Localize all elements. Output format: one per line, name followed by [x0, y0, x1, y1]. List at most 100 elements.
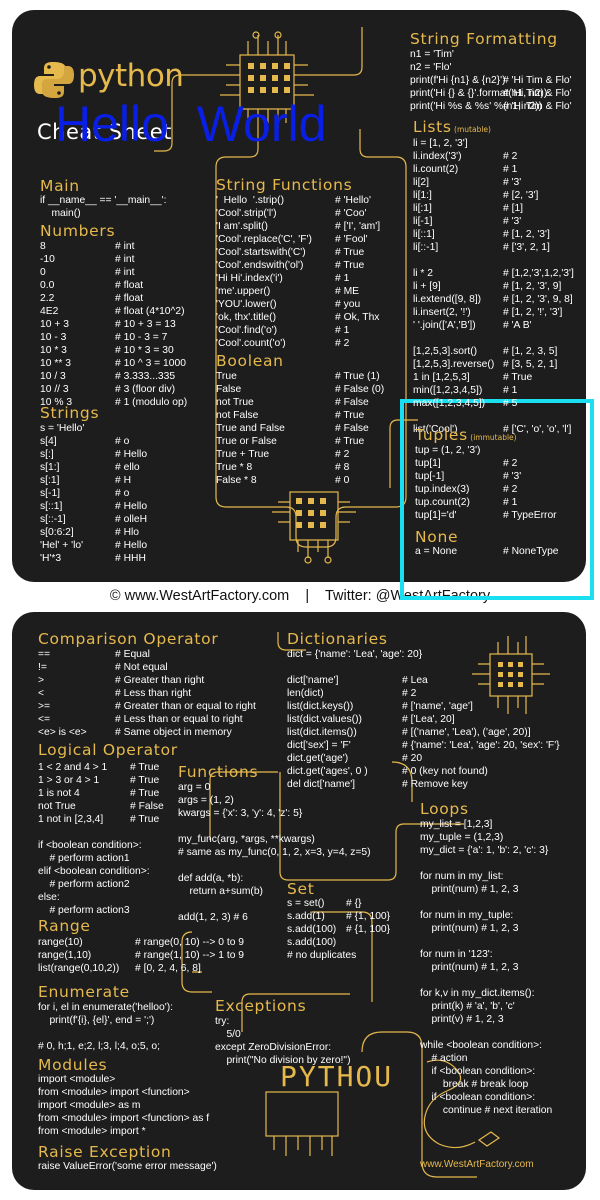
code-text: <= — [38, 714, 51, 725]
code-text: 'Cool'.startswith('C') — [216, 247, 306, 258]
boolean-title: Boolean — [216, 352, 284, 370]
code-text: 'ok, thx'.title() — [216, 312, 277, 323]
modules-heading: Modules — [38, 1056, 107, 1074]
code-text: if <boolean condition>: — [420, 1066, 536, 1077]
code-comment: # True — [335, 410, 365, 421]
code-comment: # False — [130, 801, 164, 812]
code-text: print(f'{i}, {el}', end = ';') — [38, 1015, 155, 1026]
tuples-note: (immutable) — [467, 433, 517, 442]
code-text: <e> is <e> — [38, 727, 87, 738]
code-text: s[:1] — [40, 475, 60, 486]
code-text: print(v) # 1, 2, 3 — [420, 1014, 504, 1025]
code-comment: # 'Hi Tim & Flo' — [503, 101, 572, 112]
code-text: max([1,2,3,4,5]) — [413, 398, 486, 409]
code-text: dict.get('age') — [287, 753, 349, 764]
code-text: s[:] — [40, 449, 54, 460]
code-comment: # 'Coo' — [335, 208, 367, 219]
comparison-operator-heading: Comparison Operator — [38, 630, 218, 648]
code-comment: # you — [335, 299, 361, 310]
code-text: if <boolean condition>: — [38, 840, 142, 851]
code-text: raise ValueError('some error message') — [38, 1161, 217, 1172]
code-text: # perform action3 — [38, 905, 130, 916]
code-comment: # TypeError — [503, 510, 557, 521]
code-text: True or False — [216, 436, 277, 447]
highlight-box — [400, 399, 594, 600]
code-text: list(dict.keys()) — [287, 701, 354, 712]
code-text: li.extend([9, 8]) — [413, 294, 482, 305]
loops-title: Loops — [420, 800, 469, 818]
pythou-logo: PYTHOU — [280, 1060, 394, 1093]
loops-heading: Loops — [420, 800, 469, 818]
code-text: li + [9] — [413, 281, 441, 292]
code-comment: # o — [115, 436, 130, 447]
code-text: li[1:] — [413, 190, 432, 201]
code-comment: # Equal — [115, 649, 150, 660]
code-text: s[-1] — [40, 488, 61, 499]
cheat-sheet-subtitle: Cheat Sheet — [37, 120, 172, 144]
code-comment: # '3' — [503, 177, 522, 188]
string-formatting-title: String Formatting — [410, 30, 558, 48]
code-text: from <module> import <function> as f — [38, 1113, 210, 1124]
code-text: 8 — [40, 241, 46, 252]
code-text: == — [38, 649, 51, 660]
code-comment: # Greater than right — [115, 675, 205, 686]
code-text: 'YOU'.lower() — [216, 299, 277, 310]
code-text: tup.count(2) — [415, 497, 470, 508]
code-comment: # H — [115, 475, 132, 486]
modules-title: Modules — [38, 1056, 108, 1074]
set-title: Set — [287, 880, 315, 898]
code-text: 0.0 — [40, 280, 55, 291]
code-text: # same as my_func(0, 1, 2, x=3, y=4, z=5… — [178, 847, 371, 858]
code-text: s[4] — [40, 436, 57, 447]
string-functions-heading: String Functions — [216, 176, 352, 194]
code-comment: # ME — [335, 286, 360, 297]
code-text: s = 'Hello' — [40, 423, 85, 434]
comparison-operator-title: Comparison Operator — [38, 630, 219, 648]
code-text: from <module> import <function> — [38, 1087, 190, 1098]
code-text: args = (1, 2) — [178, 795, 234, 806]
code-comment: # False — [335, 423, 369, 434]
code-text: 'Hi Hi'.index('i') — [216, 273, 283, 284]
code-comment: # {1, 100} — [346, 924, 391, 935]
set-heading: Set — [287, 880, 315, 898]
code-text: # 0, h;1, e;2, l;3, l;4, o;5, o; — [38, 1041, 160, 1052]
code-comment: # {1, 100} — [346, 911, 391, 922]
code-comment: # float — [115, 293, 144, 304]
code-comment: # ['I', 'am'] — [335, 221, 381, 232]
code-comment: # range(0, 10) --> 0 to 9 — [135, 937, 245, 948]
code-text: min([1,2,3,4,5]) — [413, 385, 483, 396]
code-text: 'Hel' + 'lo' — [40, 540, 84, 551]
code-text: list(range(0,10,2)) — [38, 963, 120, 974]
code-comment: # [1, 2, '3', 9] — [503, 281, 562, 292]
none-heading: None — [415, 528, 458, 546]
code-text: len(dict) — [287, 688, 324, 699]
code-text: print(num) # 1, 2, 3 — [420, 884, 519, 895]
code-comment: # 'A B' — [503, 320, 532, 331]
code-text: 'H'*3 — [40, 553, 62, 564]
code-text: 10 % 3 — [40, 397, 73, 408]
code-text: > — [38, 675, 45, 686]
code-text: 2.2 — [40, 293, 55, 304]
code-text: kwargs = {'x': 3, 'y': 4, 'z': 5} — [178, 808, 303, 819]
code-text: li.count(2) — [413, 164, 459, 175]
code-text: 10 + 3 — [40, 319, 69, 330]
code-comment: # 2 — [503, 484, 518, 495]
code-text: 10 * 3 — [40, 345, 67, 356]
code-comment: # Ok, Thx — [335, 312, 380, 323]
code-text: continue # next iteration — [420, 1105, 553, 1116]
code-text: True and False — [216, 423, 285, 434]
code-text: tup.index(3) — [415, 484, 470, 495]
code-comment: # Not equal — [115, 662, 168, 673]
code-text: # action — [420, 1053, 468, 1064]
code-text: for k,v in my_dict.items(): — [420, 988, 535, 999]
code-comment: # True — [335, 260, 365, 271]
code-comment: # HHH — [115, 553, 146, 564]
code-text: my_dict = {'a': 1, 'b': 2, 'c': 3} — [420, 845, 549, 856]
code-comment: # 1 — [503, 385, 518, 396]
code-comment: # [1, 2, 3, 5] — [503, 346, 558, 357]
code-text: 1 > 3 or 4 > 1 — [38, 775, 100, 786]
code-text: s = set() — [287, 898, 325, 909]
code-comment: # True — [130, 762, 160, 773]
logical-operator-title: Logical Operator — [38, 741, 178, 759]
dictionaries-title: Dictionaries — [287, 630, 388, 648]
